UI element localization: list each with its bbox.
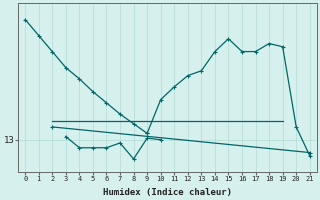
X-axis label: Humidex (Indice chaleur): Humidex (Indice chaleur): [103, 188, 232, 197]
